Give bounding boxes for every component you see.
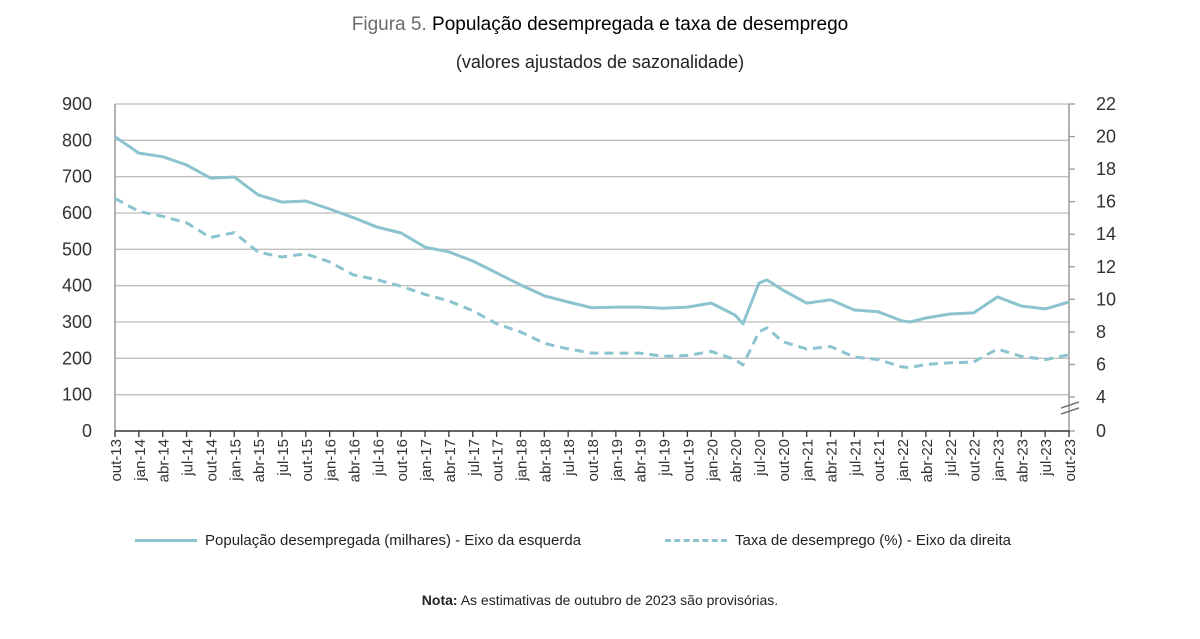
x-tick-label: jan-14 [132, 439, 149, 482]
note: Nota: As estimativas de outubro de 2023 … [0, 592, 1200, 608]
left-tick-label: 0 [82, 421, 92, 441]
x-tick-label: jan-20 [704, 439, 721, 482]
note-text: As estimativas de outubro de 2023 são pr… [460, 592, 779, 608]
x-tick-label: jan-22 [895, 439, 912, 482]
x-tick-label: jul-17 [466, 439, 483, 477]
x-tick-label: jan-17 [418, 439, 435, 482]
right-tick-label: 12 [1096, 257, 1116, 277]
x-tick-label: out-21 [871, 439, 888, 482]
left-tick-label: 900 [62, 94, 92, 114]
x-tick-label: jul-22 [943, 439, 960, 477]
x-tick-label: jan-15 [227, 439, 244, 482]
legend-label: Taxa de desemprego (%) - Eixo da direita [735, 532, 1011, 549]
left-tick-label: 200 [62, 348, 92, 368]
x-tick-label: out-22 [967, 439, 984, 482]
right-tick-label: 6 [1096, 354, 1106, 374]
x-tick-label: out-18 [585, 439, 602, 482]
chart-subtitle: (valores ajustados de sazonalidade) [455, 52, 745, 72]
x-tick-label: jan-18 [513, 439, 530, 482]
right-tick-label: 18 [1096, 159, 1116, 179]
x-tick-label: abr-19 [633, 439, 650, 482]
series-line-population [114, 135, 1070, 326]
legend-item-rate: Taxa de desemprego (%) - Eixo da direita [665, 532, 1011, 549]
left-tick-label: 300 [62, 312, 92, 332]
left-tick-label: 800 [62, 130, 92, 150]
x-tick-label: abr-15 [251, 439, 268, 482]
x-tick-label: abr-18 [537, 439, 554, 482]
right-tick-label: 10 [1096, 289, 1116, 309]
x-tick-label: out-15 [299, 439, 316, 482]
x-tick-label: abr-17 [442, 439, 459, 482]
x-tick-label: jan-19 [609, 439, 626, 482]
left-tick-label: 700 [62, 167, 92, 187]
x-tick-label: out-13 [108, 439, 125, 482]
x-tick-label: out-16 [394, 439, 411, 482]
x-tick-label: jul-21 [847, 439, 864, 477]
right-tick-label: 20 [1096, 127, 1116, 147]
x-tick-label: jul-19 [657, 439, 674, 477]
x-tick-label: abr-21 [824, 439, 841, 482]
x-tick-label: jul-16 [370, 439, 387, 477]
figure-number: Figura 5. [351, 14, 427, 35]
legend-item-population: População desempregada (milhares) - Eixo… [135, 532, 581, 549]
x-tick-label: jul-14 [180, 439, 197, 477]
title-text: População desempregada e taxa de desempr… [432, 14, 849, 35]
x-tick-label: jul-20 [752, 439, 769, 477]
right-tick-label: 14 [1096, 224, 1116, 244]
legend-label: População desempregada (milhares) - Eixo… [205, 532, 582, 549]
x-tick-label: jul-15 [275, 439, 292, 477]
left-tick-label: 400 [62, 276, 92, 296]
series-line-rate [114, 197, 1070, 370]
x-tick-label: out-20 [776, 439, 793, 482]
x-tick-label: jul-18 [561, 439, 578, 477]
x-tick-label: abr-23 [1014, 439, 1031, 482]
x-tick-label: out-17 [490, 439, 507, 482]
x-tick-label: out-19 [680, 439, 697, 482]
x-tick-label: abr-14 [156, 439, 173, 482]
x-tick-label: out-14 [203, 439, 220, 482]
right-tick-label: 0 [1096, 421, 1106, 441]
right-tick-label: 8 [1096, 322, 1106, 342]
left-tick-label: 500 [62, 239, 92, 259]
x-tick-label: abr-22 [919, 439, 936, 482]
right-tick-label: 4 [1096, 387, 1106, 407]
x-tick-label: jan-23 [990, 439, 1007, 482]
left-tick-label: 600 [62, 203, 92, 223]
x-tick-label: out-23 [1062, 439, 1079, 482]
x-tick-label: jan-16 [323, 439, 340, 482]
right-tick-label: 16 [1096, 192, 1116, 212]
note-label: Nota: [421, 592, 458, 608]
x-tick-label: abr-20 [728, 439, 745, 482]
x-tick-label: abr-16 [347, 439, 364, 482]
legend-swatch-solid [135, 539, 197, 542]
right-tick-label: 22 [1096, 94, 1116, 114]
x-tick-label: jul-23 [1038, 439, 1055, 477]
x-tick-label: jan-21 [800, 439, 817, 482]
chart-title: Figura 5. População desempregada e taxa … [0, 14, 1200, 36]
left-tick-label: 100 [62, 385, 92, 405]
axis-break-icon [1060, 401, 1080, 415]
legend-swatch-dashed [665, 539, 727, 542]
